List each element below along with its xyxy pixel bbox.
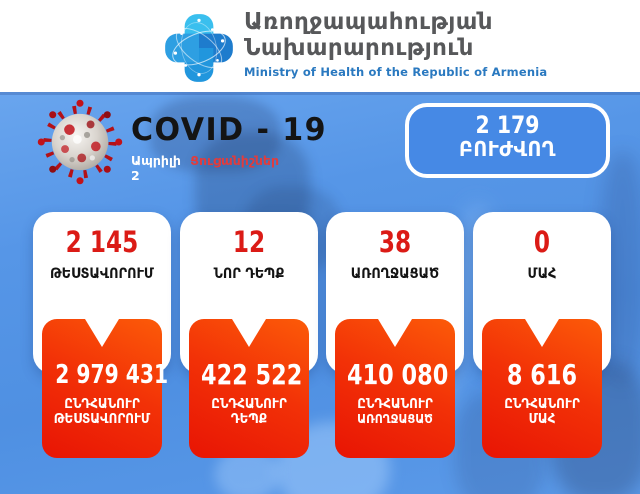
panel-notch: [85, 319, 119, 347]
covid-title: COVID - 19: [131, 112, 328, 148]
daily-label: ՄԱՀ: [527, 266, 557, 282]
stat-card-recovered: 38 ԱՌՈՂՋԱՑԱԾ 410 080 ԸՆԴՀԱՆՈՒՐ ԱՌՈՂՋԱՑԱԾ: [326, 212, 464, 460]
ministry-header: Առողջապահության Նախարարություն Ministry …: [0, 0, 640, 92]
total-label-line2: ՄԱՀ: [528, 412, 556, 427]
treated-badge: 2 179 ԲՈՒԺՎՈՂ: [405, 103, 610, 178]
total-panel: 2 979 431 ԸՆԴՀԱՆՈՒՐ ԹԵՍՏԱՎՈՐՈՒՄ: [42, 319, 169, 458]
treated-label: ԲՈՒԺՎՈՂ: [459, 137, 556, 161]
total-value: 2 979 431: [55, 360, 169, 390]
total-label-line1: ԸՆԴՀԱՆՈՒՐ: [211, 397, 287, 412]
total-panel: 8 616 ԸՆԴՀԱՆՈՒՐ ՄԱՀ: [482, 319, 602, 458]
report-date: Ապրիլի 2: [131, 153, 181, 183]
panel-notch: [525, 319, 559, 347]
daily-value: 12: [232, 225, 266, 259]
ministry-health-cross-logo-icon: [165, 14, 233, 82]
infographic-body: COVID - 19 Ապրիլի 2 Ցուցանիշներ 2 179 ԲՈ…: [0, 92, 640, 494]
total-label-line2: ԱՌՈՂՋԱՑԱԾ: [357, 412, 433, 426]
stat-card-new-cases: 12 ՆՈՐ ԴԵՊՔ 422 522 ԸՆԴՀԱՆՈՒՐ ԴԵՊՔ: [180, 212, 318, 460]
stat-card-deaths: 0 ՄԱՀ 8 616 ԸՆԴՀԱՆՈՒՐ ՄԱՀ: [473, 212, 611, 460]
daily-label: ԱՌՈՂՋԱՑԱԾ: [350, 266, 440, 282]
total-panel: 422 522 ԸՆԴՀԱՆՈՒՐ ԴԵՊՔ: [189, 319, 309, 458]
ministry-subtitle: Ministry of Health of the Republic of Ar…: [244, 65, 548, 79]
panel-notch: [232, 319, 266, 347]
total-value: 422 522: [201, 358, 303, 391]
daily-value: 0: [533, 225, 551, 259]
daily-value: 38: [378, 225, 412, 259]
treated-value: 2 179: [475, 111, 540, 139]
background-microscope-blob: [150, 97, 280, 172]
indicators-label: Ցուցանիշներ: [190, 153, 279, 168]
total-label-line1: ԸՆԴՀԱՆՈՒՐ: [64, 397, 140, 412]
ministry-title-line2: Նախարարություն: [244, 35, 474, 61]
panel-notch: [378, 319, 412, 347]
total-value: 8 616: [506, 358, 578, 391]
total-panel: 410 080 ԸՆԴՀԱՆՈՒՐ ԱՌՈՂՋԱՑԱԾ: [335, 319, 455, 458]
total-label-line1: ԸՆԴՀԱՆՈՒՐ: [504, 397, 580, 412]
total-label-line2: ԹԵՍՏԱՎՈՐՈՒՄ: [53, 412, 151, 427]
coronavirus-icon: [37, 99, 123, 185]
daily-value: 2 145: [65, 225, 139, 259]
stat-card-tests: 2 145 ԹԵՍՏԱՎՈՐՈՒՄ 2 979 431 ԸՆԴՀԱՆՈՒՐ ԹԵ…: [33, 212, 171, 460]
ministry-title-line1: Առողջապահության: [244, 9, 493, 35]
total-label-line1: ԸՆԴՀԱՆՈՒՐ: [357, 397, 433, 412]
total-label-line2: ԴԵՊՔ: [230, 412, 268, 427]
daily-label: ՆՈՐ ԴԵՊՔ: [213, 266, 285, 282]
daily-label: ԹԵՍՏԱՎՈՐՈՒՄ: [50, 266, 154, 282]
total-value: 410 080: [347, 358, 449, 391]
